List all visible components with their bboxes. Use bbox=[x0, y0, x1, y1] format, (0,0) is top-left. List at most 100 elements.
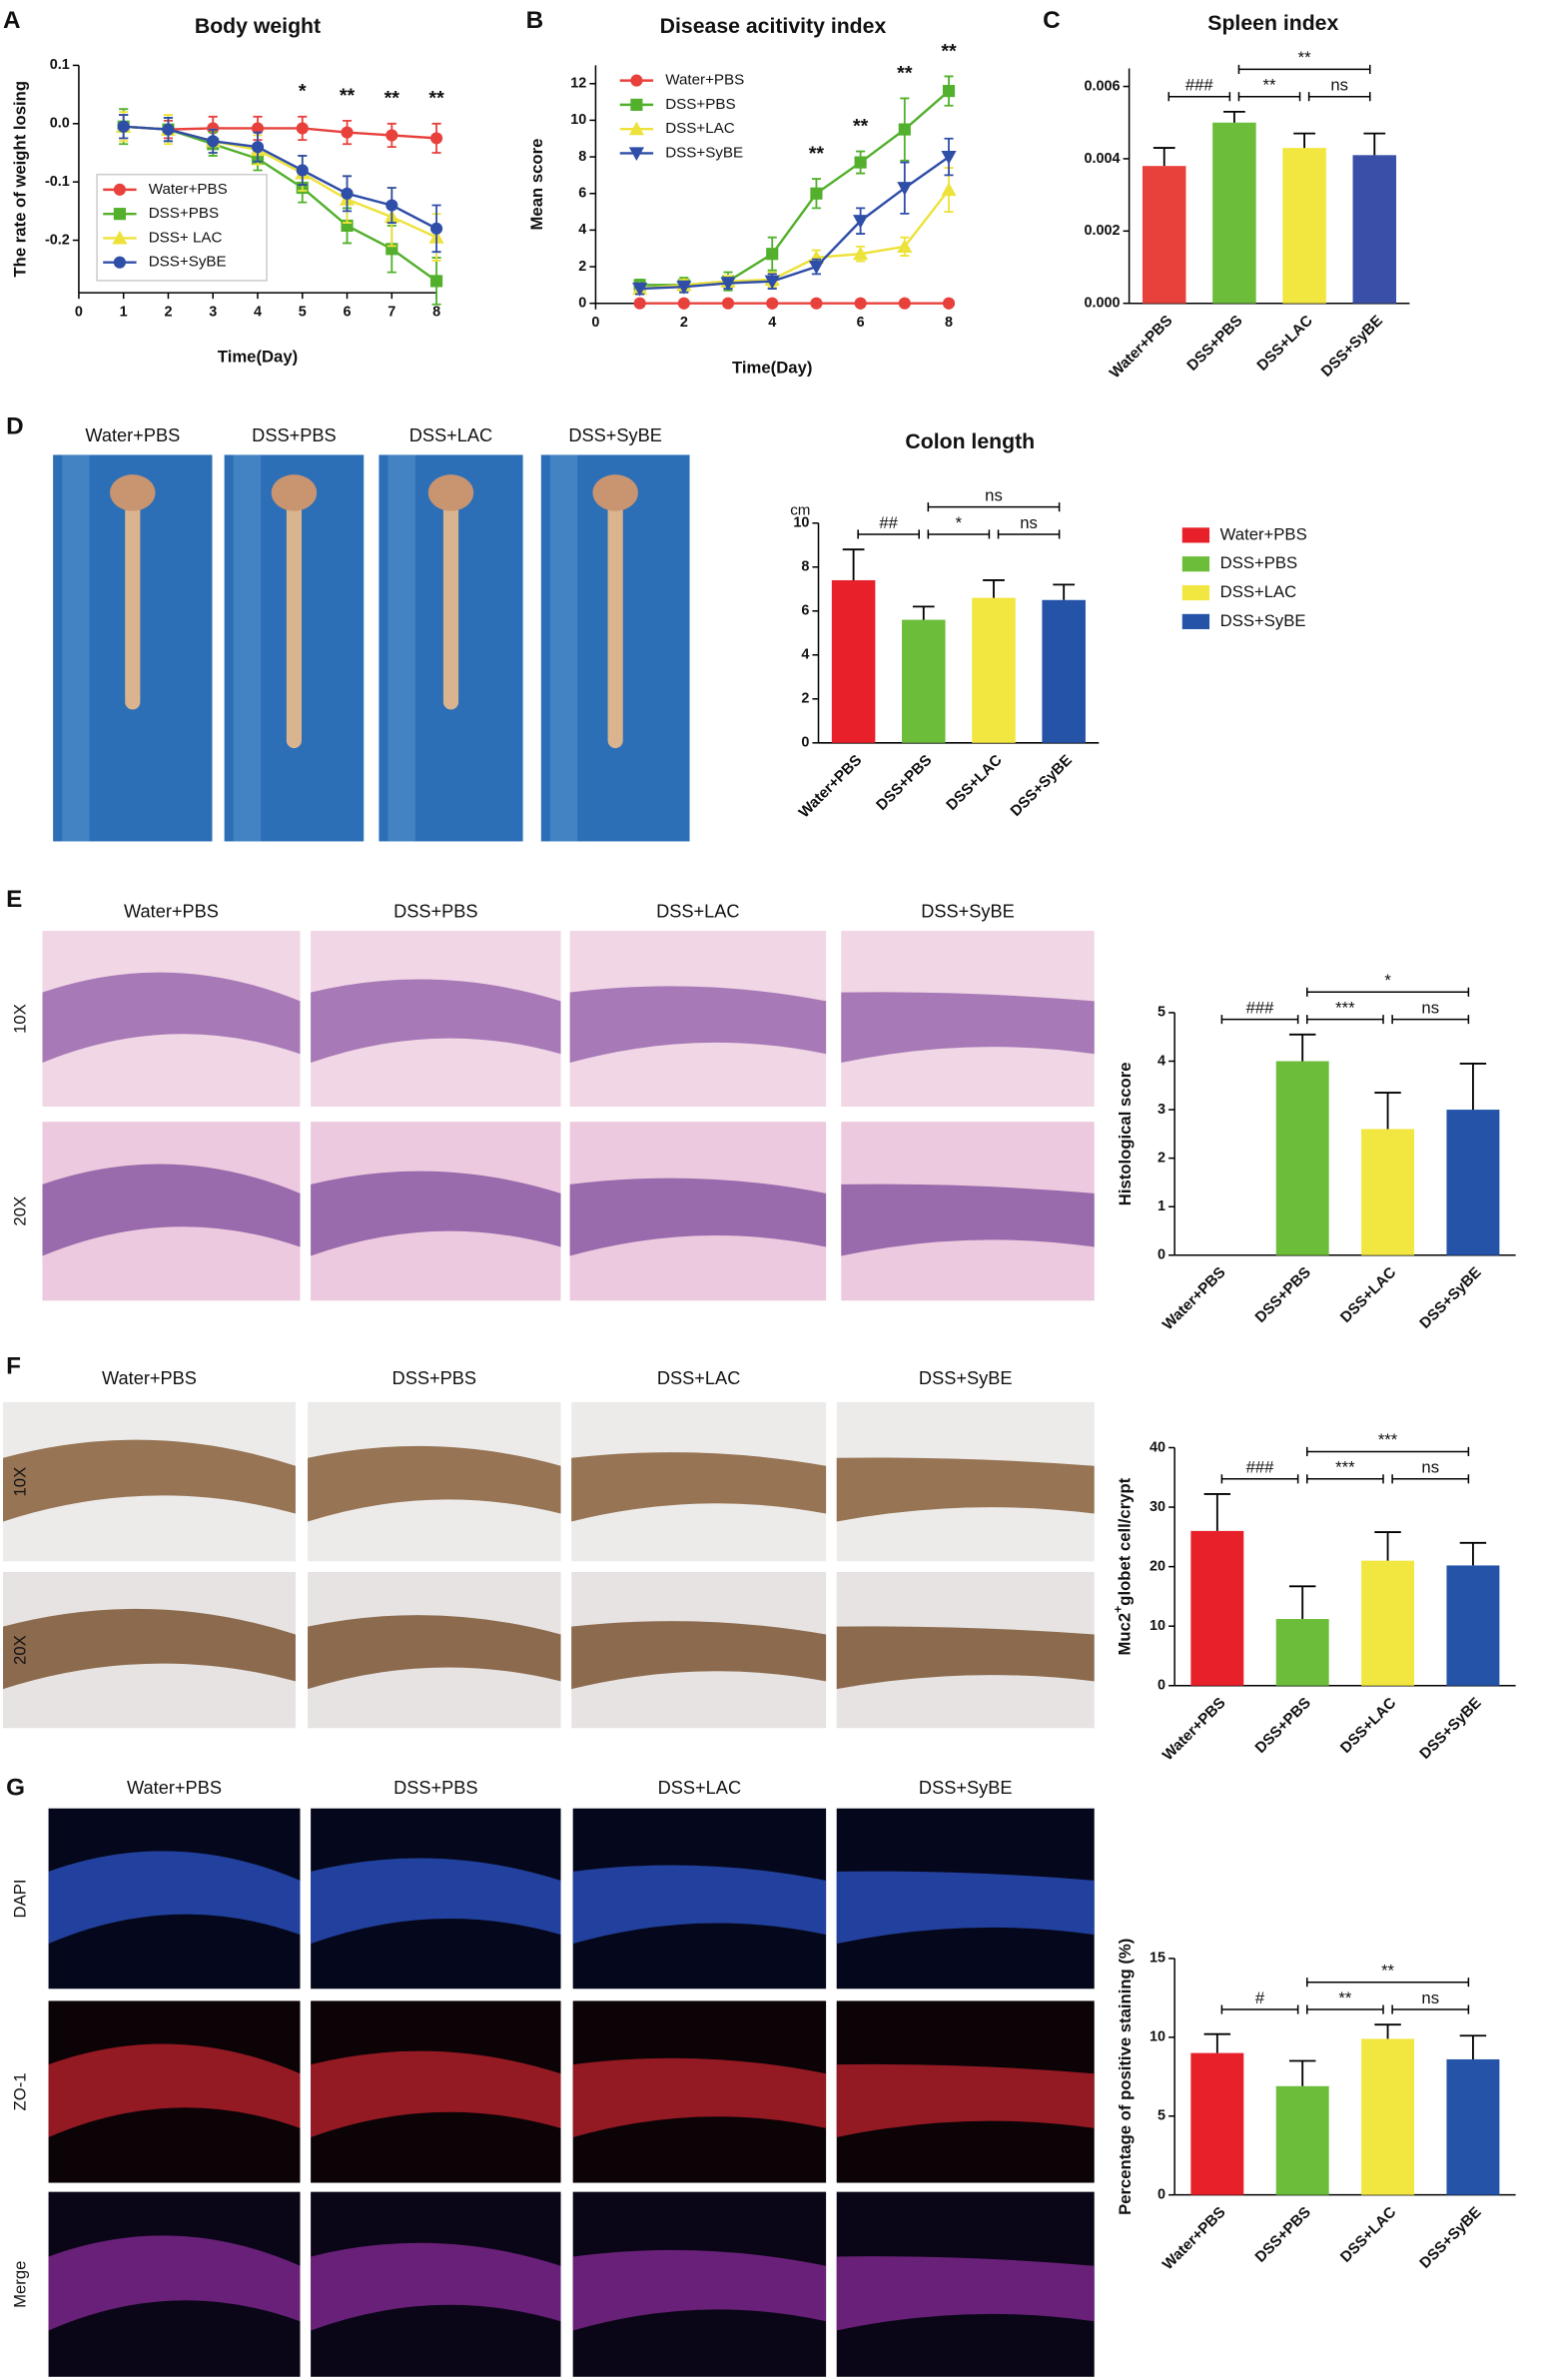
marker bbox=[430, 132, 443, 145]
marker bbox=[117, 120, 130, 133]
legend-label: DSS+PBS bbox=[665, 96, 735, 113]
bar bbox=[1190, 1530, 1244, 1686]
x-tick-label: DSS+LAC bbox=[943, 752, 1005, 814]
column-header: DSS+PBS bbox=[252, 425, 336, 445]
marker bbox=[810, 187, 823, 200]
marker bbox=[113, 183, 126, 196]
x-tick-label: 4 bbox=[254, 305, 262, 321]
column-header: Water+PBS bbox=[85, 425, 180, 445]
significance: ** bbox=[340, 85, 356, 107]
comparison-bracket bbox=[1237, 64, 1371, 74]
bar bbox=[1361, 1129, 1415, 1255]
y-tick-label: 40 bbox=[1150, 1439, 1165, 1455]
marker bbox=[677, 297, 690, 310]
legend-label: DSS+LAC bbox=[1220, 582, 1297, 601]
x-tick-label: Water+PBS bbox=[1160, 1695, 1229, 1765]
y-tick-label: 10 bbox=[1150, 2029, 1165, 2045]
tissue bbox=[308, 1445, 561, 1522]
column-header: DSS+SyBE bbox=[921, 902, 1015, 922]
marker bbox=[897, 239, 913, 253]
legend-swatch bbox=[1181, 584, 1210, 601]
column-header: DSS+SyBE bbox=[919, 1368, 1013, 1388]
marker bbox=[897, 182, 913, 196]
y-tick-label: 3 bbox=[1158, 1102, 1165, 1118]
marker bbox=[113, 208, 126, 221]
column-header: DSS+LAC bbox=[658, 1778, 741, 1798]
colon-head bbox=[592, 474, 638, 511]
row-label: ZO-1 bbox=[11, 2072, 30, 2110]
marker bbox=[386, 199, 398, 212]
y-tick-label: -0.1 bbox=[45, 174, 70, 190]
comparison-bracket bbox=[1220, 2004, 1299, 2014]
tissue bbox=[569, 986, 827, 1064]
panel-letter: C bbox=[1043, 7, 1061, 34]
marker bbox=[251, 141, 265, 154]
x-tick-label: DSS+PBS bbox=[1252, 2203, 1314, 2265]
marker bbox=[207, 122, 220, 135]
marker bbox=[764, 275, 780, 290]
comparison-bracket bbox=[1305, 987, 1470, 997]
tissue bbox=[571, 1621, 827, 1690]
marker bbox=[162, 123, 175, 136]
row-label: 10X bbox=[11, 1467, 30, 1497]
column-header: DSS+LAC bbox=[656, 902, 739, 922]
y-tick-label: 0.002 bbox=[1084, 223, 1120, 239]
comparison-bracket bbox=[1237, 92, 1301, 102]
row-label: 10X bbox=[11, 1004, 30, 1034]
x-tick-label: DSS+SyBE bbox=[1318, 313, 1386, 381]
y-tick-label: 10 bbox=[793, 515, 809, 531]
tissue bbox=[48, 2235, 301, 2331]
column-header: DSS+PBS bbox=[392, 1368, 476, 1388]
comparison-label: # bbox=[1255, 1988, 1265, 2007]
legend-label: DSS+SyBE bbox=[1220, 611, 1306, 630]
y-axis-label-part: globet cell/crypt bbox=[1116, 1477, 1135, 1605]
bar bbox=[1275, 2085, 1329, 2195]
panel-letter: E bbox=[6, 886, 22, 913]
x-tick-label: Water+PBS bbox=[1160, 2203, 1229, 2273]
y-axis-label: The rate of weight losing bbox=[11, 81, 30, 278]
ruler bbox=[233, 454, 262, 842]
y-tick-label: 0 bbox=[1158, 1247, 1165, 1263]
column-header: DSS+SyBE bbox=[919, 1778, 1013, 1798]
x-tick-label: 5 bbox=[299, 305, 307, 321]
ruler bbox=[387, 454, 415, 842]
x-tick-label: DSS+LAC bbox=[1337, 1264, 1399, 1326]
marker bbox=[430, 222, 443, 235]
x-tick-label: DSS+PBS bbox=[1252, 1695, 1314, 1757]
bar bbox=[1446, 2058, 1500, 2195]
legend-label: DSS+SyBE bbox=[665, 144, 743, 161]
colon bbox=[442, 477, 459, 710]
y-axis-label-part: Muc2 bbox=[1116, 1613, 1135, 1656]
x-axis-label: Time(Day) bbox=[732, 358, 812, 377]
y-tick-label: 12 bbox=[570, 76, 586, 92]
error-bar bbox=[1293, 132, 1315, 149]
y-tick-label: 4 bbox=[1158, 1053, 1165, 1069]
x-tick-label: Water+PBS bbox=[796, 752, 866, 822]
colon-head bbox=[427, 474, 474, 511]
comparison-label: ### bbox=[1185, 76, 1214, 95]
colon bbox=[607, 477, 623, 749]
row-label: DAPI bbox=[11, 1880, 30, 1919]
legend-label: DSS+PBS bbox=[149, 205, 219, 222]
y-tick-label: 0 bbox=[1158, 2186, 1165, 2202]
significance: ** bbox=[897, 62, 913, 84]
row-label: Merge bbox=[11, 2261, 30, 2308]
significance: * bbox=[299, 81, 307, 103]
y-tick-label: 30 bbox=[1150, 1499, 1165, 1515]
series-line bbox=[639, 189, 950, 291]
tissue bbox=[48, 2043, 301, 2138]
marker bbox=[720, 277, 736, 292]
tissue bbox=[836, 1626, 1095, 1690]
error-bar bbox=[983, 579, 1005, 598]
marker bbox=[766, 248, 779, 261]
tissue bbox=[311, 979, 561, 1064]
tissue bbox=[308, 1615, 561, 1690]
y-axis-label: Histological score bbox=[1116, 1062, 1135, 1205]
marker bbox=[721, 297, 735, 310]
comparison-bracket bbox=[1391, 1474, 1470, 1484]
error-bar bbox=[1288, 1585, 1316, 1620]
x-tick-label: 8 bbox=[432, 305, 440, 321]
marker bbox=[633, 297, 646, 310]
bar bbox=[1275, 1061, 1329, 1255]
marker bbox=[296, 122, 309, 135]
